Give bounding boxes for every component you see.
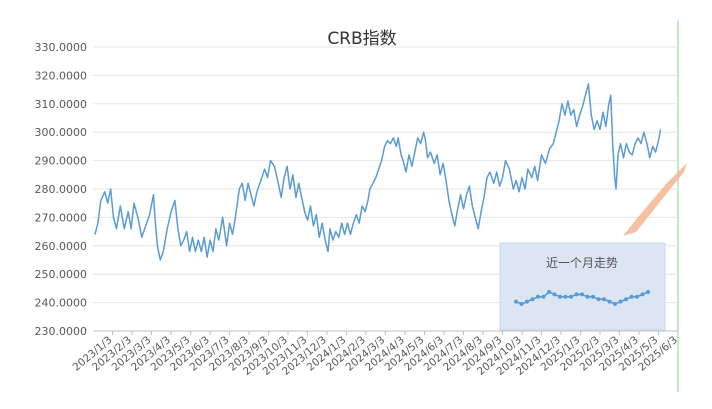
- inset-point: [585, 294, 590, 299]
- inset-point: [558, 294, 562, 299]
- x-axis: 2023/1/32023/2/32023/3/32023/4/32023/5/3…: [71, 331, 680, 378]
- inset-point: [607, 299, 612, 304]
- inset-point: [525, 299, 529, 304]
- inset-point: [646, 290, 650, 294]
- y-axis: 330.0000 320.0000 310.0000 300.0000 290.0000…: [35, 41, 88, 338]
- inset-point: [618, 299, 623, 304]
- y-tick-label: 270.0000: [35, 211, 88, 224]
- y-tick-label: 250.0000: [35, 268, 88, 281]
- inset-point: [591, 294, 595, 299]
- y-tick-label: 290.0000: [35, 155, 88, 168]
- inset-point: [530, 297, 535, 302]
- chart-title: CRB指数: [327, 29, 396, 49]
- y-tick-label: 300.0000: [35, 126, 88, 139]
- inset-point: [514, 299, 518, 304]
- callout-arrow: [623, 163, 687, 236]
- inset-point: [613, 302, 617, 306]
- inset-point: [552, 292, 557, 297]
- y-tick-label: 240.0000: [35, 297, 88, 310]
- inset-point: [541, 294, 546, 299]
- y-tick-label: 230.0000: [35, 325, 88, 338]
- inset-point: [536, 294, 540, 299]
- inset-point: [629, 294, 634, 299]
- inset-point: [563, 294, 568, 299]
- inset-point: [580, 292, 584, 297]
- y-tick-label: 280.0000: [35, 183, 88, 196]
- inset-point: [547, 290, 551, 294]
- inset-point: [640, 292, 645, 297]
- inset-title: 近一个月走势: [546, 256, 618, 270]
- inset-point: [624, 297, 628, 302]
- inset-point: [519, 302, 524, 306]
- inset-point: [596, 297, 601, 302]
- inset-point: [574, 292, 579, 297]
- inset-point: [569, 294, 573, 299]
- y-tick-label: 320.0000: [35, 69, 88, 82]
- inset-point: [635, 294, 639, 299]
- y-tick-label: 330.0000: [35, 41, 88, 54]
- crb-index-line: [94, 83, 662, 261]
- y-tick-label: 260.0000: [35, 240, 88, 253]
- inset-panel: 近一个月走势: [499, 242, 666, 331]
- inset-point: [602, 297, 606, 302]
- y-tick-label: 310.0000: [35, 98, 88, 111]
